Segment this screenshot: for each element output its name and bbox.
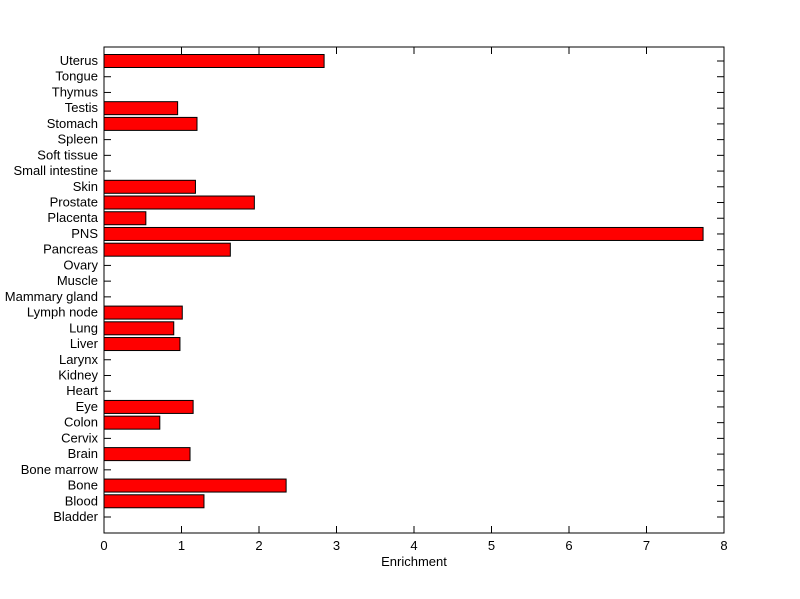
y-tick-label-testis: Testis [65,100,99,115]
x-tick-label: 6 [565,538,572,553]
x-tick-label: 3 [333,538,340,553]
y-tick-label-small-intestine: Small intestine [13,163,98,178]
bar-stomach [103,116,198,131]
y-tick-label-bladder: Bladder [53,509,98,524]
bar-eye [103,399,194,414]
y-tick-label-larynx: Larynx [59,352,99,367]
y-tick-label-tongue: Tongue [55,69,98,84]
bar-blood [103,494,205,509]
y-tick-label-lymph-node: Lymph node [27,305,98,320]
bar-prostate [103,195,255,210]
y-tick-label-uterus: Uterus [60,53,99,68]
plot-box [103,46,725,534]
y-tick-label-lung: Lung [69,320,98,335]
x-tick-label: 8 [720,538,727,553]
x-tick-label: 1 [178,538,185,553]
y-tick-label-eye: Eye [76,399,98,414]
x-tick-label: 2 [255,538,262,553]
bar-pancreas [103,242,231,257]
bar-colon [103,415,161,430]
x-axis-label: Enrichment [381,554,447,569]
bar-lymph-node [103,305,183,320]
y-tick-label-skin: Skin [73,179,98,194]
bar-liver [103,337,181,352]
bar-pns [103,226,704,241]
bar-lung [103,321,175,336]
y-tick-label-blood: Blood [65,493,98,508]
y-tick-label-liver: Liver [70,336,99,351]
bar-uterus [103,54,325,68]
y-tick-label-soft-tissue: Soft tissue [37,147,98,162]
y-tick-label-kidney: Kidney [58,367,98,382]
bar-brain [103,447,191,462]
x-tick-label: 5 [488,538,495,553]
y-tick-label-colon: Colon [64,415,98,430]
y-tick-label-mammary-gland: Mammary gland [5,289,98,304]
y-tick-label-bone-marrow: Bone marrow [21,462,99,477]
y-tick-label-muscle: Muscle [57,273,98,288]
x-tick-label: 4 [410,538,417,553]
y-tick-label-spleen: Spleen [58,132,98,147]
bar-placenta [103,211,147,226]
y-tick-label-brain: Brain [68,446,98,461]
bar-testis [103,101,179,116]
y-tick-label-prostate: Prostate [50,195,98,210]
bar-bone [103,478,287,493]
y-tick-label-cervix: Cervix [61,430,98,445]
y-tick-label-pns: PNS [71,226,98,241]
y-tick-label-heart: Heart [66,383,98,398]
y-tick-label-pancreas: Pancreas [43,242,98,257]
x-tick-label: 7 [643,538,650,553]
y-tick-label-bone: Bone [68,478,98,493]
y-tick-label-ovary: Ovary [63,257,98,272]
x-tick-label: 0 [100,538,107,553]
bar-skin [103,179,196,194]
y-tick-label-placenta: Placenta [47,210,98,225]
y-tick-label-stomach: Stomach [47,116,98,131]
y-tick-label-thymus: Thymus [52,84,99,99]
